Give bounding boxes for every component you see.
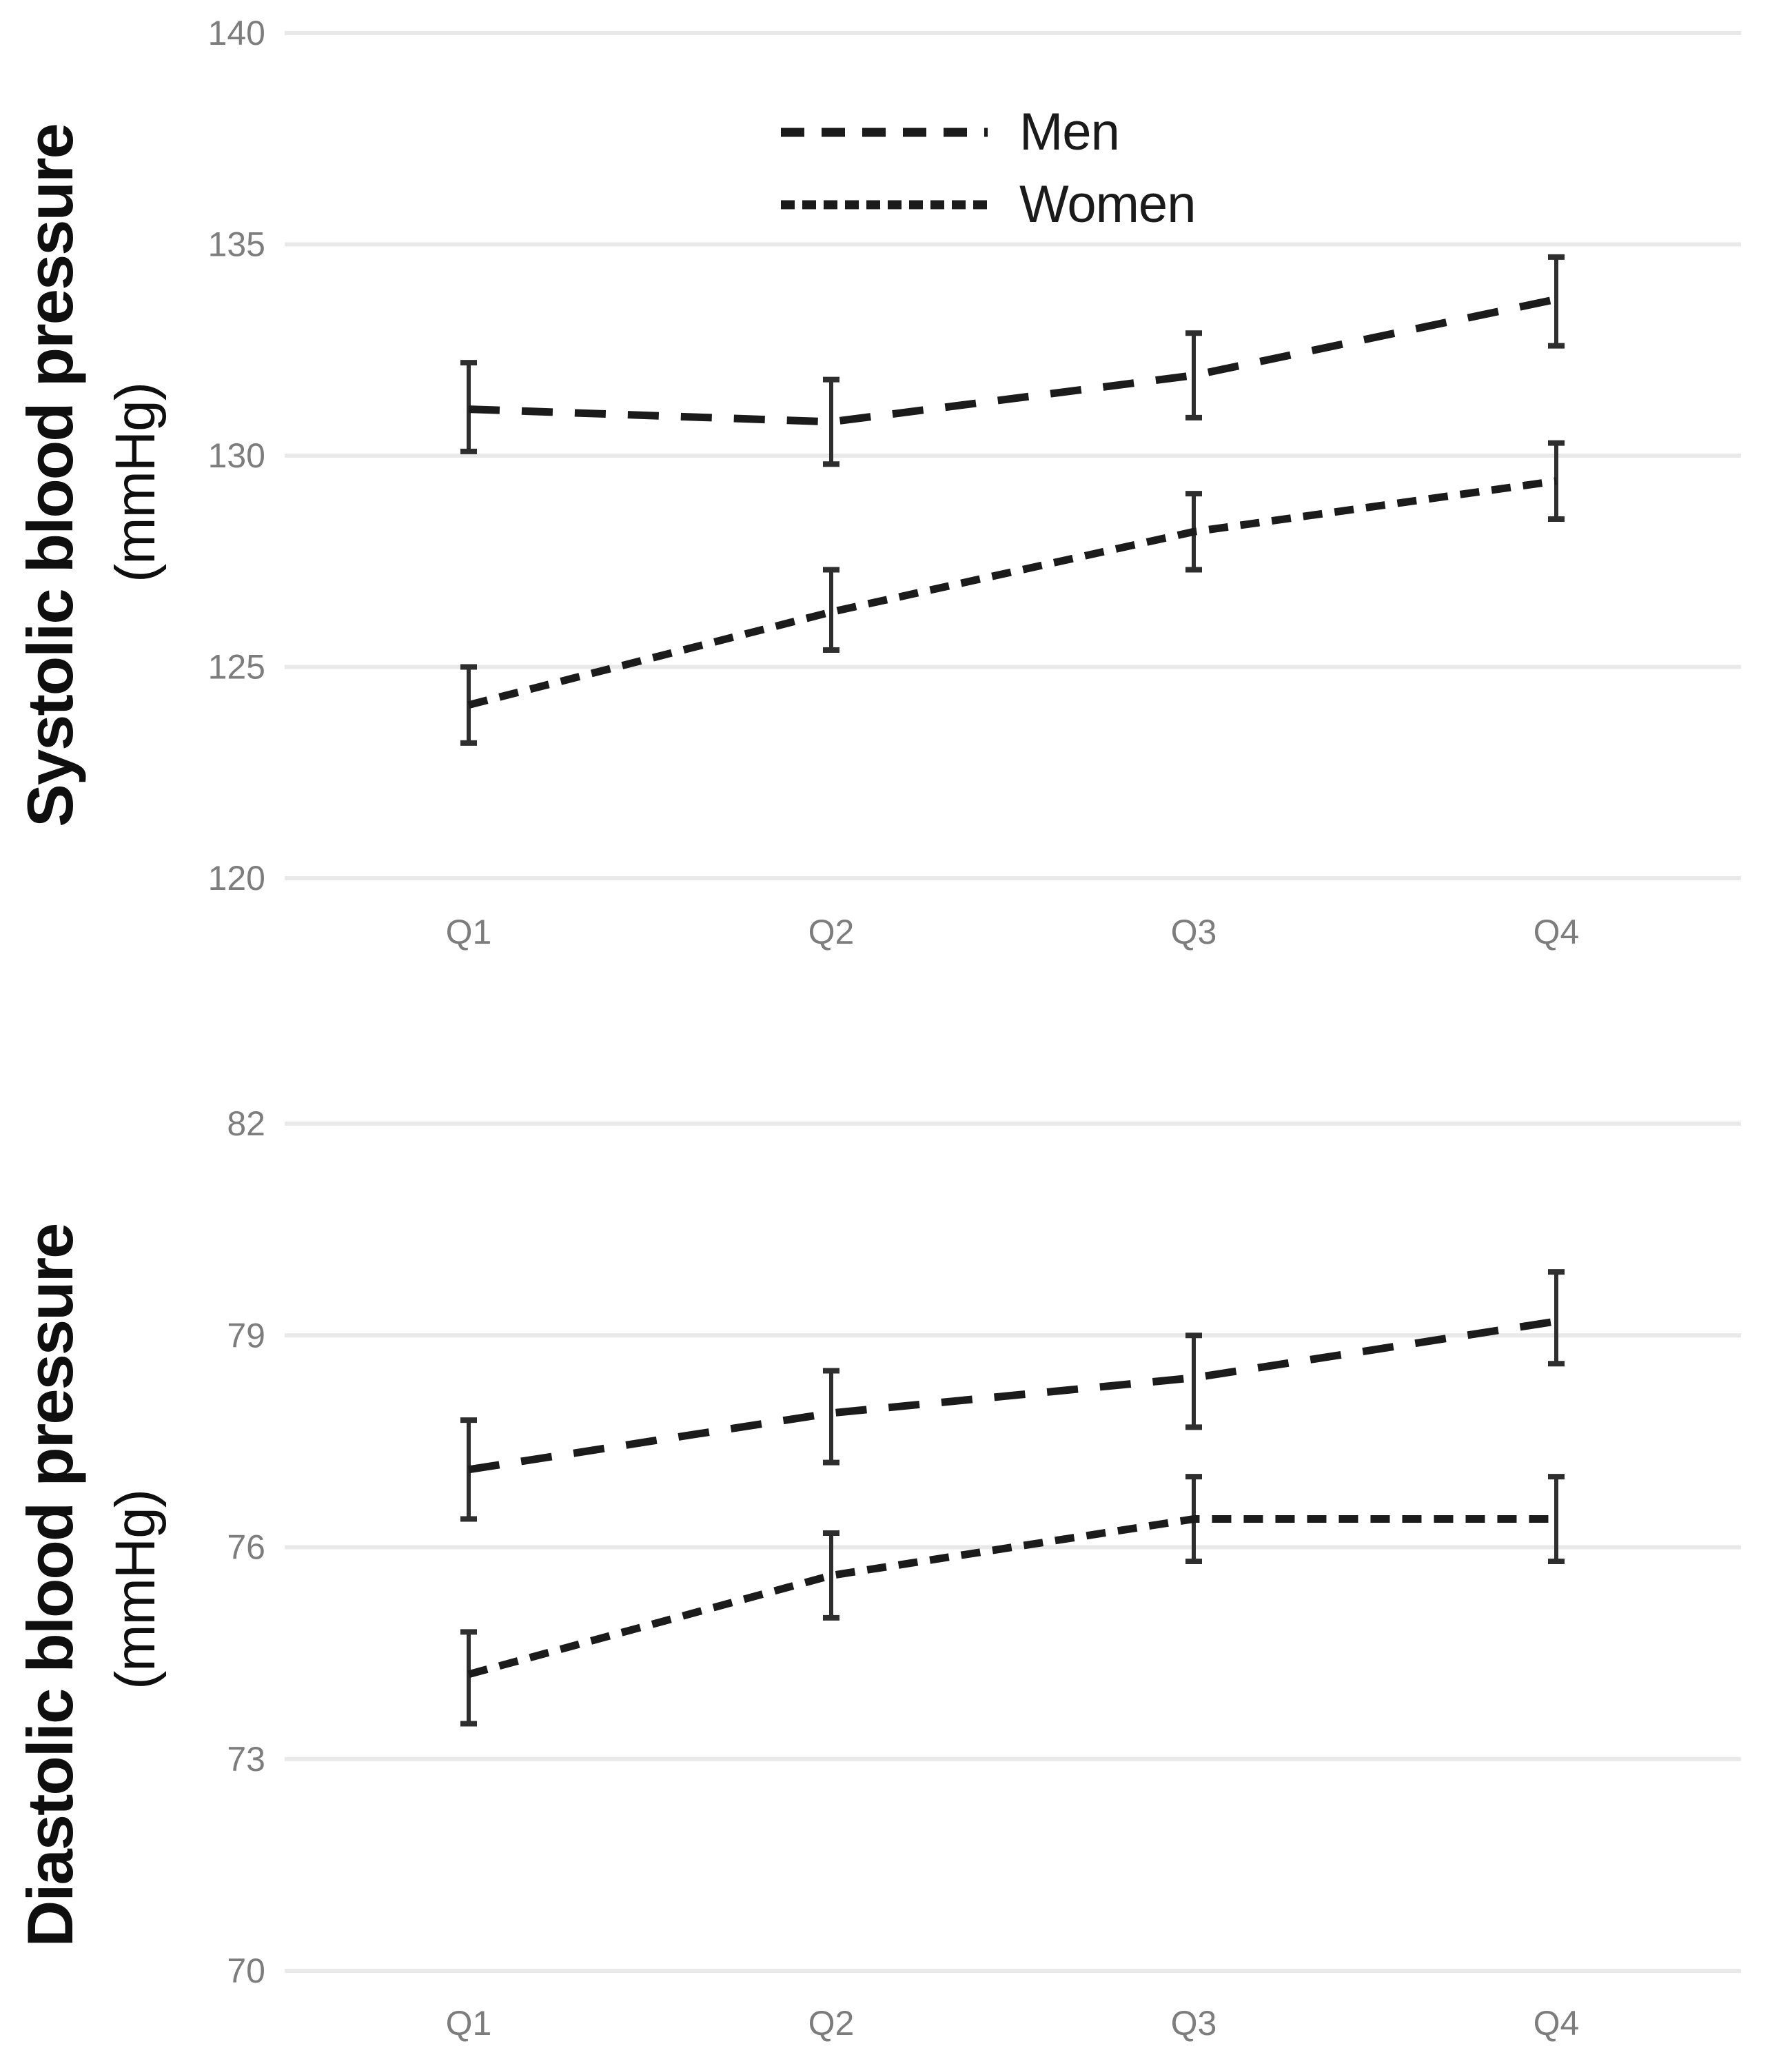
x-tick-label: Q3 xyxy=(1171,2004,1217,2043)
legend-label-men: Men xyxy=(1019,103,1120,161)
y-tick-label: 73 xyxy=(227,1740,265,1779)
women-dash-sample-icon xyxy=(781,200,988,210)
y-tick-label: 135 xyxy=(208,225,265,264)
men-error-bars xyxy=(460,254,1565,467)
x-tick-label: Q1 xyxy=(446,913,492,951)
x-tick-label: Q1 xyxy=(446,2004,492,2043)
x-tick-label: Q2 xyxy=(808,2004,855,2043)
women-series-line xyxy=(467,477,1557,709)
legend-item-women: Women xyxy=(781,170,1196,239)
y-tick-label: 130 xyxy=(208,436,265,475)
y-tick-label: 82 xyxy=(227,1104,265,1143)
y-tick-label: 79 xyxy=(227,1316,265,1355)
women-error-bars xyxy=(460,440,1565,746)
systolic-chart-panel: Systolic blood pressure (mmHg) 120 125 130… xyxy=(0,0,1792,986)
x-tick-label: Q3 xyxy=(1171,913,1217,951)
legend-item-men: Men xyxy=(781,98,1120,167)
women-error-bars xyxy=(460,1474,1565,1727)
legend-label-women: Women xyxy=(1019,175,1196,234)
men-series-line xyxy=(468,1317,1557,1474)
y-tick-label: 70 xyxy=(227,1952,265,1990)
x-tick-label: Q4 xyxy=(1534,913,1580,951)
y-tick-label: 140 xyxy=(208,14,265,52)
y-tick-label: 76 xyxy=(227,1528,265,1567)
y-tick-label: 125 xyxy=(208,648,265,687)
men-series-line xyxy=(468,295,1558,426)
y-tick-label: 120 xyxy=(208,859,265,898)
x-tick-label: Q2 xyxy=(808,913,855,951)
diastolic-plot-area: 70 73 76 79 82 Q1 Q2 Q3 Q4 xyxy=(227,1104,1741,2043)
systolic-plot-area: 120 125 130 135 140 Q1 Q2 Q3 Q4 xyxy=(208,14,1741,951)
diastolic-chart-panel: Diastolic blood pressure (mmHg) 70 73 76 79… xyxy=(0,986,1792,2057)
men-error-bars xyxy=(460,1269,1565,1522)
women-series-line xyxy=(467,1515,1556,1679)
x-tick-label: Q4 xyxy=(1534,2004,1580,2043)
men-dash-sample-icon xyxy=(781,128,988,137)
